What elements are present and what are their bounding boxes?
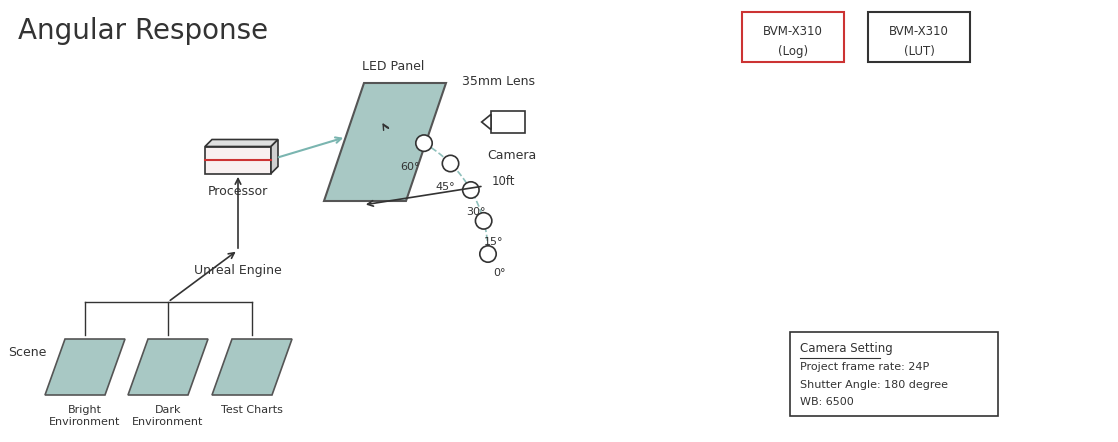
FancyBboxPatch shape [742, 12, 844, 62]
Polygon shape [482, 114, 491, 130]
Text: Test Charts: Test Charts [221, 405, 283, 415]
Text: 10ft: 10ft [491, 175, 514, 188]
Text: 35mm Lens: 35mm Lens [462, 75, 534, 88]
Text: Angular Response: Angular Response [18, 17, 268, 45]
Text: Scene: Scene [8, 346, 46, 358]
Text: Unreal Engine: Unreal Engine [195, 264, 282, 277]
Text: Processor: Processor [208, 185, 268, 198]
Polygon shape [271, 140, 278, 174]
Text: Bright
Environment: Bright Environment [49, 405, 121, 427]
Text: 15°: 15° [484, 237, 503, 247]
Text: (LUT): (LUT) [903, 45, 935, 57]
Text: BVM-X310: BVM-X310 [764, 24, 823, 38]
FancyBboxPatch shape [868, 12, 970, 62]
Text: BVM-X310: BVM-X310 [889, 24, 949, 38]
Polygon shape [45, 339, 125, 395]
Text: (Log): (Log) [778, 45, 808, 57]
Circle shape [443, 155, 458, 171]
Bar [491, 111, 525, 133]
Text: Shutter Angle: 180 degree: Shutter Angle: 180 degree [800, 380, 948, 389]
Text: 0°: 0° [494, 268, 506, 278]
Polygon shape [205, 146, 271, 174]
Text: Dark
Environment: Dark Environment [132, 405, 203, 427]
FancyBboxPatch shape [790, 332, 998, 416]
Circle shape [480, 246, 496, 262]
Polygon shape [127, 339, 208, 395]
Circle shape [463, 182, 479, 198]
Polygon shape [212, 339, 292, 395]
Polygon shape [324, 83, 446, 201]
Text: Camera: Camera [487, 149, 537, 162]
Circle shape [475, 213, 492, 229]
Text: Camera Setting: Camera Setting [800, 342, 893, 355]
Polygon shape [205, 140, 278, 146]
Text: WB: 6500: WB: 6500 [800, 397, 854, 407]
Text: LED Panel: LED Panel [362, 60, 424, 73]
Text: 60°: 60° [400, 162, 419, 172]
Text: 30°: 30° [466, 207, 485, 217]
Text: 45°: 45° [436, 183, 455, 192]
Text: Project frame rate: 24P: Project frame rate: 24P [800, 362, 929, 372]
Circle shape [416, 135, 433, 151]
